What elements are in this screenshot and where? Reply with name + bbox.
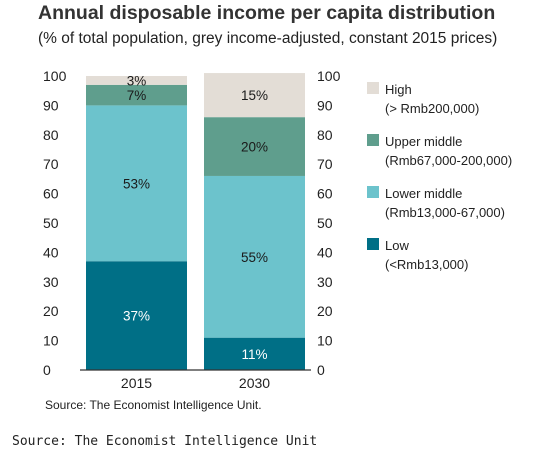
y-tick-label-right: 100: [317, 68, 341, 84]
y-tick-label-left: 80: [43, 127, 59, 143]
data-label-low-2015: 37%: [123, 309, 150, 324]
y-tick-label-left: 100: [43, 68, 67, 84]
data-label-lower-middle-2030: 55%: [241, 250, 268, 265]
bar-segment-upper-middle-2015: [86, 84, 187, 106]
y-tick-label-right: 80: [317, 127, 333, 143]
legend-swatch-high: [367, 82, 379, 94]
data-label-low-2030: 11%: [241, 347, 267, 362]
bar-segment-low-2015: [86, 261, 187, 370]
y-tick-label-right: 0: [317, 362, 325, 378]
bar-segment-high-2030: [204, 73, 305, 118]
bar-segment-lower-middle-2030: [204, 175, 305, 338]
legend-label-high: High (> Rmb200,000): [385, 82, 480, 116]
bar-segment-lower-middle-2015: [86, 105, 187, 262]
chart-title: Annual disposable income per capita dist…: [38, 2, 496, 24]
y-tick-label-right: 20: [317, 303, 333, 319]
y-tick-label-right: 90: [317, 97, 333, 113]
y-tick-label-left: 90: [43, 97, 59, 113]
y-tick-label-left: 0: [43, 362, 51, 378]
y-tick-label-left: 20: [43, 303, 59, 319]
data-label-lower-middle-2015: 53%: [123, 176, 150, 191]
bar-segment-low-2030: [204, 337, 305, 370]
x-tick-label: 2030: [239, 375, 270, 391]
legend-swatch-low: [367, 238, 379, 250]
data-label-upper-middle-2015: 7%: [127, 88, 147, 103]
legend-label-low: Low (<Rmb13,000): [385, 238, 469, 272]
y-tick-label-left: 50: [43, 215, 59, 231]
y-tick-label-left: 70: [43, 156, 59, 172]
y-tick-label-left: 60: [43, 186, 59, 202]
legend-swatch-upper-middle: [367, 134, 379, 146]
bar-segment-upper-middle-2030: [204, 117, 305, 176]
y-tick-label-right: 30: [317, 274, 333, 290]
page-source-caption: Source: The Economist Intelligence Unit: [12, 434, 318, 449]
y-tick-label-left: 10: [43, 333, 59, 349]
legend-label-lower-middle: Lower middle (Rmb13,000-67,000): [385, 186, 505, 220]
y-tick-label-left: 30: [43, 274, 59, 290]
x-tick-label: 2015: [121, 375, 152, 391]
y-tick-label-right: 40: [317, 244, 333, 260]
y-tick-label-left: 40: [43, 244, 59, 260]
data-label-high-2015: 3%: [127, 73, 147, 88]
data-label-upper-middle-2030: 20%: [241, 140, 268, 155]
y-tick-label-right: 10: [317, 333, 333, 349]
legend-label-upper-middle: Upper middle (Rmb67,000-200,000): [385, 134, 513, 168]
data-label-high-2030: 15%: [241, 88, 268, 103]
legend-swatch-lower-middle: [367, 186, 379, 198]
chart-source-note: Source: The Economist Intelligence Unit.: [45, 398, 262, 412]
y-tick-label-right: 50: [317, 215, 333, 231]
y-tick-label-right: 70: [317, 156, 333, 172]
y-tick-label-right: 60: [317, 186, 333, 202]
chart-subtitle: (% of total population, grey income-adju…: [38, 30, 498, 47]
bar-segment-high-2015: [86, 76, 187, 85]
